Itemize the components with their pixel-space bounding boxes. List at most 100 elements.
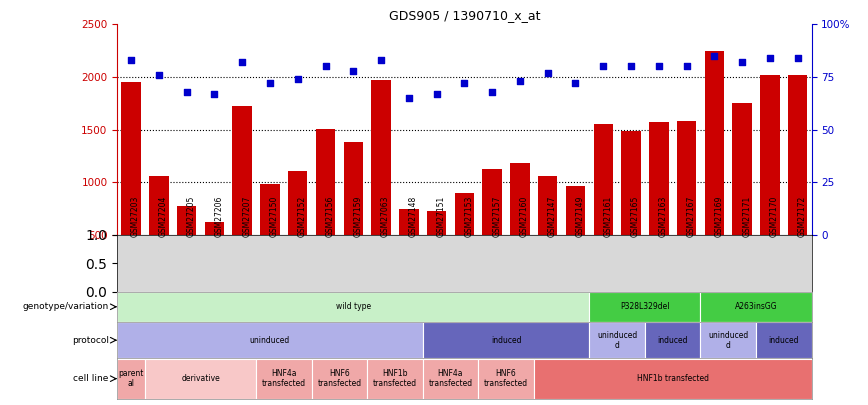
Bar	[288, 171, 307, 235]
Point	[735, 59, 749, 66]
Bar	[260, 184, 279, 235]
Text: GSM27205: GSM27205	[187, 195, 195, 237]
Text: A263insGG: A263insGG	[734, 302, 778, 311]
Text: induced: induced	[768, 336, 799, 345]
Bar	[256, 359, 312, 399]
Bar	[677, 121, 696, 235]
Text: GSM27165: GSM27165	[631, 195, 640, 237]
Text: induced: induced	[657, 336, 688, 345]
Bar	[594, 124, 613, 235]
Text: protocol: protocol	[72, 336, 108, 345]
Text: HNF4a
transfected: HNF4a transfected	[262, 369, 306, 388]
Bar	[733, 103, 752, 235]
Bar	[700, 322, 756, 358]
Point	[430, 91, 444, 97]
Bar	[117, 359, 145, 399]
Bar	[312, 359, 367, 399]
Point	[374, 57, 388, 63]
Bar	[205, 222, 224, 235]
Text: GSM27153: GSM27153	[464, 195, 473, 237]
Point	[541, 70, 555, 76]
Text: uninduced
d: uninduced d	[708, 330, 748, 350]
Text: GSM27203: GSM27203	[131, 195, 140, 237]
Point	[346, 67, 360, 74]
Text: GSM27167: GSM27167	[687, 195, 695, 237]
Text: HNF6
transfected: HNF6 transfected	[484, 369, 528, 388]
Bar	[344, 142, 363, 235]
Point	[763, 55, 777, 61]
Text: GSM27171: GSM27171	[742, 195, 751, 237]
Bar	[510, 163, 529, 235]
Text: derivative: derivative	[181, 374, 220, 383]
Text: uninduced: uninduced	[250, 336, 290, 345]
Text: GSM27156: GSM27156	[326, 195, 334, 237]
Text: GSM27152: GSM27152	[298, 195, 306, 237]
Point	[402, 95, 416, 101]
Bar	[122, 82, 141, 235]
Bar	[427, 211, 446, 235]
Point	[457, 80, 471, 87]
Point	[124, 57, 138, 63]
Point	[235, 59, 249, 66]
Bar	[372, 80, 391, 235]
Bar	[455, 193, 474, 235]
Bar	[534, 359, 812, 399]
Text: GSM27206: GSM27206	[214, 195, 223, 237]
Bar	[117, 322, 423, 358]
Bar	[788, 75, 807, 235]
Text: GSM27161: GSM27161	[603, 195, 612, 237]
Bar	[589, 322, 645, 358]
Bar	[705, 51, 724, 235]
Text: induced: induced	[490, 336, 522, 345]
Bar	[645, 322, 700, 358]
Point	[652, 63, 666, 70]
Bar	[233, 107, 252, 235]
Bar	[756, 322, 812, 358]
Text: GSM27063: GSM27063	[381, 195, 390, 237]
Bar	[149, 176, 168, 235]
Text: HNF1b
transfected: HNF1b transfected	[373, 369, 417, 388]
Point	[291, 76, 305, 82]
Text: GSM27149: GSM27149	[575, 195, 584, 237]
Bar	[760, 75, 779, 235]
Text: wild type: wild type	[336, 302, 371, 311]
Text: HNF6
transfected: HNF6 transfected	[318, 369, 361, 388]
Point	[624, 63, 638, 70]
Bar	[621, 131, 641, 235]
Point	[791, 55, 805, 61]
Text: GSM27207: GSM27207	[242, 195, 251, 237]
Point	[513, 78, 527, 84]
Text: GSM27150: GSM27150	[270, 195, 279, 237]
Bar	[538, 176, 557, 235]
Bar	[700, 292, 812, 322]
Bar	[483, 168, 502, 235]
Text: P328L329del: P328L329del	[620, 302, 670, 311]
Text: GSM27204: GSM27204	[159, 195, 168, 237]
Text: parent
al: parent al	[118, 369, 144, 388]
Text: genotype/variation: genotype/variation	[23, 302, 108, 311]
Bar	[177, 207, 196, 235]
Text: HNF4a
transfected: HNF4a transfected	[429, 369, 472, 388]
Bar	[566, 186, 585, 235]
Bar	[145, 359, 256, 399]
Point	[707, 53, 721, 59]
Point	[207, 91, 221, 97]
Text: GSM27159: GSM27159	[353, 195, 362, 237]
Bar	[316, 128, 335, 235]
Bar	[423, 359, 478, 399]
Point	[319, 63, 332, 70]
Bar	[367, 359, 423, 399]
Text: GSM27172: GSM27172	[798, 195, 806, 237]
Text: GSM27170: GSM27170	[770, 195, 779, 237]
Text: GSM27163: GSM27163	[659, 195, 667, 237]
Point	[152, 72, 166, 78]
Point	[263, 80, 277, 87]
Text: HNF1b transfected: HNF1b transfected	[637, 374, 708, 383]
Text: GSM27151: GSM27151	[437, 195, 445, 237]
Bar	[649, 122, 668, 235]
Text: GSM27148: GSM27148	[409, 195, 418, 237]
Text: ■: ■	[122, 404, 131, 405]
Bar	[589, 292, 700, 322]
Text: GSM27147: GSM27147	[548, 195, 556, 237]
Point	[569, 80, 582, 87]
